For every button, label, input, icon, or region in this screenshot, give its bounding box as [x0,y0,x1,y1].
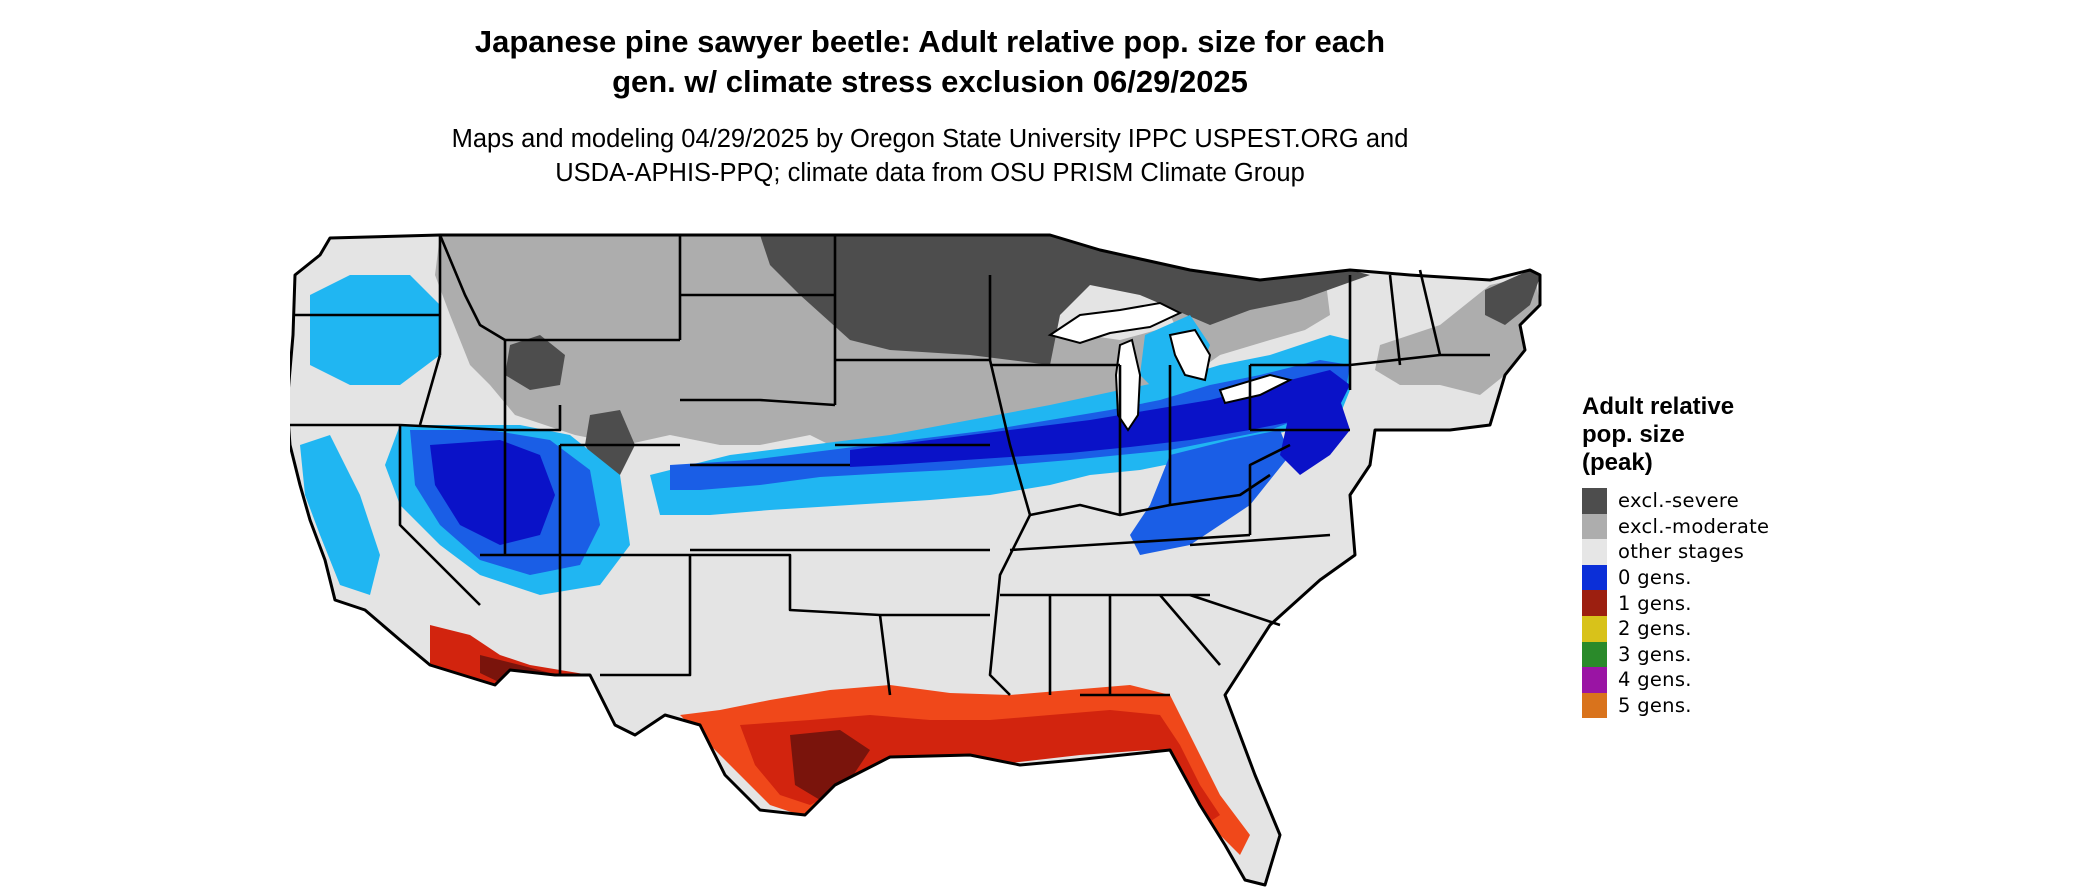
border-nh-me [1418,269,1442,356]
lake-erie [1218,373,1293,405]
border-new-england-south [1349,353,1490,367]
border-id-nv [399,423,506,432]
state-borders [290,233,1542,887]
border-ga-sc [1159,594,1221,666]
map-title: Japanese pine sawyer beetle: Adult relat… [0,22,1860,102]
legend-swatch [1582,488,1607,514]
excl-severe-wyoming [505,335,565,390]
border-mississippi [988,359,1032,696]
subtitle-line-1: Maps and modeling 04/29/2025 by Oregon S… [451,125,1409,153]
border-ohio-river [1029,473,1271,517]
gen1-darkred-texas [790,730,870,800]
legend-item: 5 gens. [1582,692,1769,719]
excl-severe-north [760,235,1370,365]
legend-items: excl.-severe excl.-moderate other stages… [1582,488,1770,719]
gen0-dark-blue-nevada [430,440,555,545]
gen0-light-blue-sierra [300,435,380,595]
legend-label: excl.-moderate [1618,514,1770,538]
border-va-wv [1248,443,1291,535]
legend-title-line-3: (peak) [1582,449,1653,476]
national-outline [290,233,1542,887]
gen0-dark-blue-ohio-valley [850,370,1350,467]
border-ut-wy [505,405,562,432]
legend-swatch [1582,615,1607,642]
excl-severe-maine [1485,270,1540,325]
gen0-dark-blue-mid-atlantic [1280,400,1350,475]
legend-title: Adult relative pop. size (peak) [1582,393,1769,477]
border-sd-ne [680,398,836,407]
legend-item: 2 gens. [1582,615,1769,642]
legend-label: 5 gens. [1618,694,1692,718]
map-subtitle: Maps and modeling 04/29/2025 by Oregon S… [0,122,1860,190]
legend-label: excl.-severe [1618,489,1740,513]
legend-item: excl.-severe [1582,488,1769,514]
legend-label: 3 gens. [1618,642,1692,666]
border-nc-va [1189,533,1331,547]
legend-label: 0 gens. [1618,566,1692,590]
legend-label: 4 gens. [1618,668,1692,692]
subtitle-line-2: USDA-APHIS-PPQ; climate data from OSU PR… [555,159,1305,187]
legend-swatch [1582,692,1607,719]
legend-swatch [1582,641,1607,668]
gen1-red-gulf [740,710,1220,825]
border-vt-nh [1388,274,1402,366]
legend-swatch [1582,513,1607,540]
legend-item: 0 gens. [1582,564,1769,591]
legend-item: 1 gens. [1582,590,1769,616]
legend-item: other stages [1582,539,1769,565]
gen0-blue-midwest [670,360,1350,490]
border-nc-sc [1189,593,1281,627]
legend-item: excl.-moderate [1582,513,1770,540]
map-legend: Adult relative pop. size (peak) excl.-se… [1582,393,1770,719]
border-ok-tx [690,553,881,617]
border-id-mt [438,234,506,342]
legend-swatch [1582,667,1607,693]
border-tx-la [878,614,892,696]
lake-superior [1047,301,1183,345]
gen0-light-blue-west [310,275,440,385]
legend-swatch [1582,564,1607,591]
title-line-1: Japanese pine sawyer beetle: Adult relat… [474,24,1386,59]
legend-swatch [1582,590,1607,616]
lake-michigan [1114,338,1142,432]
legend-label: 2 gens. [1618,617,1692,641]
legend-title-line-2: pop. size [1582,421,1685,448]
legend-label: 1 gens. [1618,591,1692,615]
title-line-2: gen. w/ climate stress exclusion 06/29/2… [612,64,1248,99]
legend-item: 4 gens. [1582,667,1769,693]
legend-item: 3 gens. [1582,641,1769,668]
legend-swatch [1582,539,1607,565]
legend-label: other stages [1618,540,1745,564]
border-ca-nv [398,425,481,606]
legend-title-line-1: Adult relative [1582,393,1735,420]
lake-huron [1168,328,1212,382]
border-ky-tn [1009,533,1251,552]
us-map [290,233,1542,887]
border-or-id [418,354,442,426]
border-nm-tx [600,555,692,677]
